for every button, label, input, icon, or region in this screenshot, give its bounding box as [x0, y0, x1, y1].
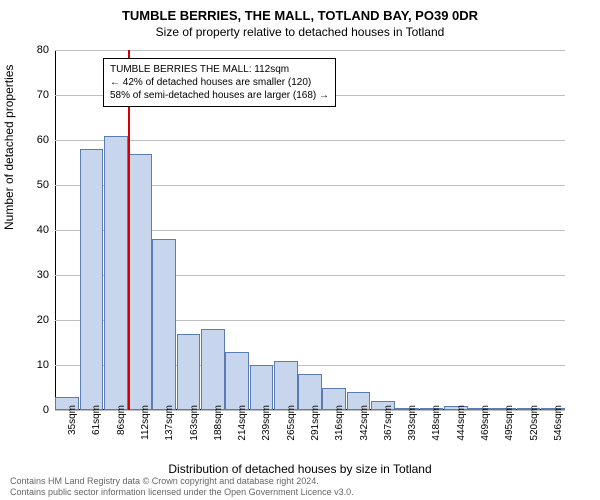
histogram-bar: [225, 352, 249, 411]
y-tick-label: 10: [37, 359, 55, 371]
x-tick-label: 86sqm: [116, 405, 127, 435]
x-tick-label: 367sqm: [383, 405, 394, 441]
y-tick-label: 70: [37, 89, 55, 101]
gridline: [55, 50, 565, 51]
x-tick-label: 112sqm: [140, 405, 151, 440]
x-tick-label: 61sqm: [91, 405, 102, 435]
x-tick-label: 520sqm: [529, 405, 540, 441]
y-tick-label: 50: [37, 179, 55, 191]
y-tick-label: 0: [43, 404, 55, 416]
footer-line: Contains HM Land Registry data © Crown c…: [10, 476, 354, 487]
chart-subtitle: Size of property relative to detached ho…: [0, 23, 600, 39]
x-axis-label: Distribution of detached houses by size …: [0, 462, 600, 476]
chart-container: TUMBLE BERRIES, THE MALL, TOTLAND BAY, P…: [0, 0, 600, 500]
histogram-bar: [177, 334, 201, 411]
footer-attribution: Contains HM Land Registry data © Crown c…: [10, 476, 354, 498]
y-tick-label: 40: [37, 224, 55, 236]
x-tick-label: 342sqm: [359, 405, 370, 441]
y-tick-label: 20: [37, 314, 55, 326]
chart-title: TUMBLE BERRIES, THE MALL, TOTLAND BAY, P…: [0, 0, 600, 23]
x-tick-label: 495sqm: [504, 405, 515, 441]
y-tick-label: 30: [37, 269, 55, 281]
infobox-line: 58% of semi-detached houses are larger (…: [110, 89, 329, 102]
histogram-bar: [104, 136, 128, 411]
info-box: TUMBLE BERRIES THE MALL: 112sqm← 42% of …: [103, 58, 336, 107]
x-tick-label: 418sqm: [431, 405, 442, 441]
x-tick-label: 137sqm: [164, 405, 175, 441]
x-tick-label: 35sqm: [67, 405, 78, 435]
histogram-bar: [250, 365, 274, 410]
histogram-bar: [128, 154, 152, 411]
y-tick-label: 60: [37, 134, 55, 146]
x-tick-label: 316sqm: [334, 405, 345, 441]
x-tick-label: 469sqm: [480, 405, 491, 441]
x-tick-label: 546sqm: [553, 405, 564, 441]
infobox-line: ← 42% of detached houses are smaller (12…: [110, 76, 329, 89]
x-tick-label: 291sqm: [310, 405, 321, 441]
x-tick-label: 393sqm: [407, 405, 418, 441]
x-tick-label: 163sqm: [189, 405, 200, 441]
gridline: [55, 140, 565, 141]
x-tick-label: 444sqm: [456, 405, 467, 441]
histogram-bar: [152, 239, 176, 410]
plot-area: 0102030405060708035sqm61sqm86sqm112sqm13…: [55, 50, 565, 410]
y-tick-label: 80: [37, 44, 55, 56]
x-tick-label: 188sqm: [213, 405, 224, 441]
infobox-line: TUMBLE BERRIES THE MALL: 112sqm: [110, 63, 329, 76]
histogram-bar: [80, 149, 104, 410]
histogram-bar: [201, 329, 225, 410]
x-tick-label: 214sqm: [237, 405, 248, 441]
x-tick-label: 239sqm: [261, 405, 272, 441]
footer-line: Contains public sector information licen…: [10, 487, 354, 498]
histogram-bar: [274, 361, 298, 411]
x-tick-label: 265sqm: [286, 405, 297, 441]
y-axis-label: Number of detached properties: [2, 65, 16, 230]
